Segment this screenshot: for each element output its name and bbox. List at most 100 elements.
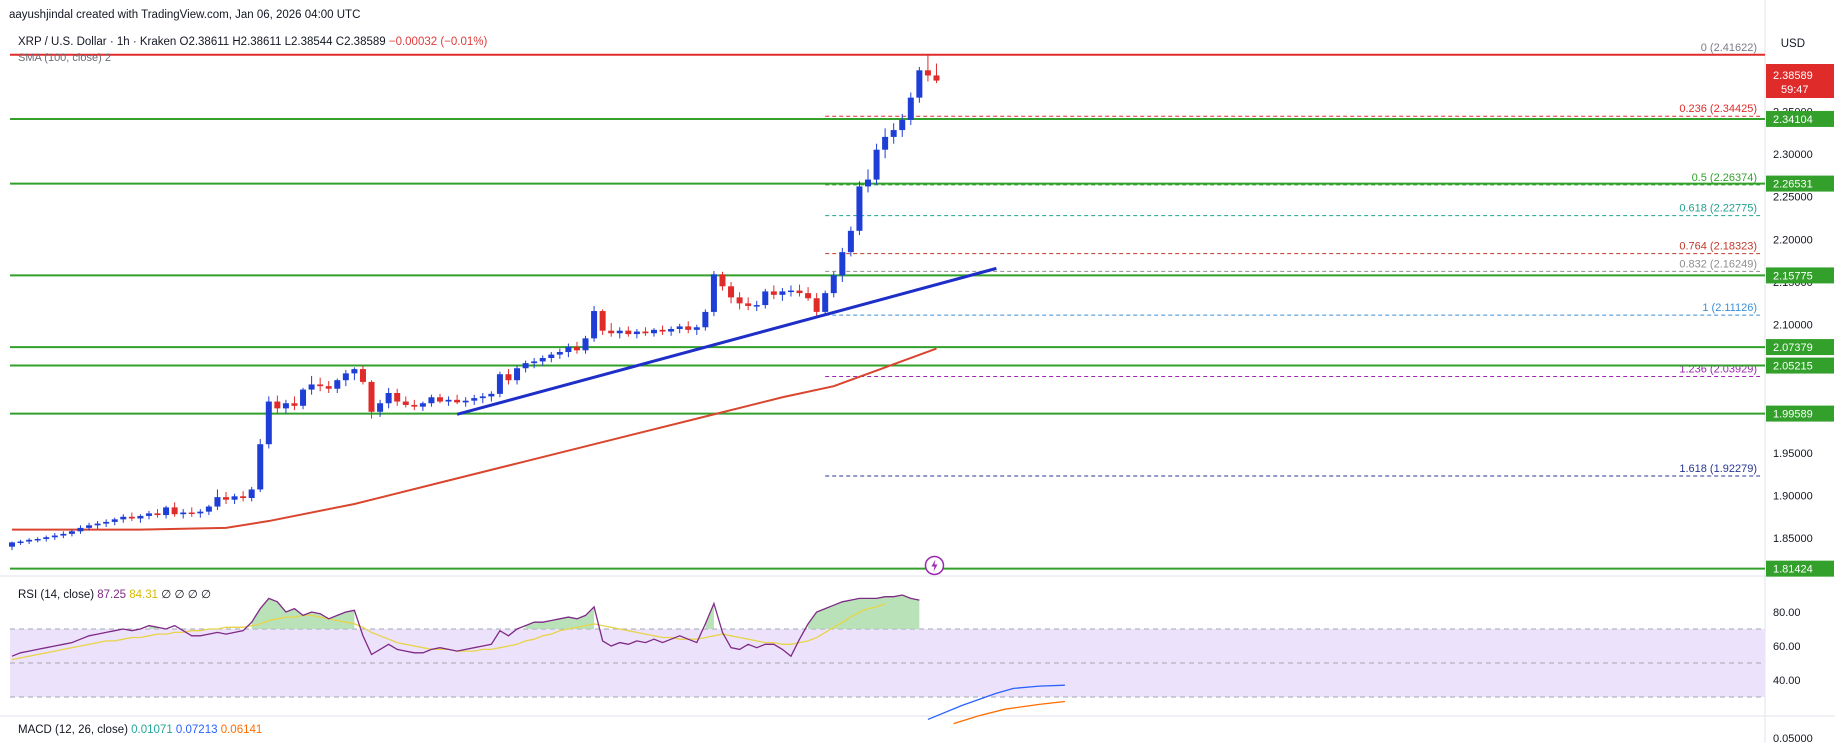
candle-body — [865, 179, 871, 187]
candle-body — [154, 513, 161, 516]
candle-body — [582, 338, 589, 351]
candle-body — [342, 373, 349, 381]
rsi-legend[interactable]: RSI (14, close) 87.25 84.31 ∅ ∅ ∅ ∅ — [18, 587, 211, 601]
candle-body — [394, 393, 401, 402]
ascending-trendline — [456, 266, 997, 416]
candle-body — [77, 527, 84, 532]
high-value: H2.38611 — [232, 36, 282, 48]
fib-level-label: 0.236 (2.34425) — [1679, 103, 1757, 115]
candle-body — [377, 403, 384, 412]
price-axis-label: 2.10000 — [1773, 320, 1813, 332]
current-price-value: 2.38589 — [1773, 70, 1813, 82]
level-price-label: 2.26531 — [1773, 179, 1813, 191]
sma-legend[interactable]: SMA (100, close) 2 — [18, 52, 111, 64]
candle-body — [445, 399, 452, 402]
candle-body — [702, 311, 709, 328]
sma-value: 2 — [104, 52, 111, 64]
level-price-tag — [1766, 405, 1834, 422]
candle-body — [728, 286, 735, 298]
candle-body — [685, 326, 692, 330]
candle-body — [933, 75, 940, 81]
candle-body — [385, 393, 392, 404]
candle-body — [291, 403, 298, 406]
candle-body — [479, 396, 486, 399]
macd-histogram-value: 0.01071 — [131, 724, 173, 736]
close-value: C2.38589 — [335, 36, 386, 48]
candle-body — [9, 542, 15, 547]
symbol-legend[interactable]: XRP / U.S. Dollar · 1h · Kraken O2.38611… — [18, 36, 487, 48]
candle-body — [565, 346, 572, 353]
level-price-tag — [1766, 110, 1834, 127]
candle-body — [505, 374, 512, 381]
candle-body — [556, 352, 563, 355]
low-value: L2.38544 — [284, 36, 333, 48]
candle-body — [522, 363, 529, 369]
change-value: −0.00032 (−0.01%) — [388, 36, 488, 48]
rsi-overbought-fill — [808, 595, 920, 629]
candle-body — [651, 329, 657, 334]
rsi-overbought-fill — [251, 598, 355, 629]
candle-body — [231, 496, 238, 500]
macd-label: MACD (12, 26, close) — [18, 724, 128, 736]
candle-body — [642, 331, 649, 334]
candle-body — [402, 401, 409, 405]
rsi-empty-1: ∅ — [161, 589, 172, 601]
candle-body — [890, 130, 897, 137]
fib-level-label: 1 (2.11126) — [1702, 302, 1757, 314]
candle-body — [539, 358, 546, 362]
level-price-label: 2.15775 — [1773, 270, 1813, 282]
candle-body — [822, 293, 829, 312]
level-price-tag — [1766, 357, 1834, 374]
candle-body — [163, 507, 170, 516]
candle-body — [899, 119, 906, 131]
macd-signal-value: 0.06141 — [220, 724, 263, 736]
price-axis-label: 2.30000 — [1773, 149, 1813, 161]
level-price-tag — [1766, 175, 1834, 192]
candle-body — [51, 535, 58, 538]
level-price-tag — [1766, 560, 1834, 577]
fib-level-label: 0.832 (2.16249) — [1679, 258, 1757, 270]
rsi-axis-label: 60.00 — [1773, 641, 1801, 653]
fib-level-label: 0 (2.41622) — [1701, 42, 1757, 54]
candle-body — [240, 496, 247, 498]
macd-legend[interactable]: MACD (12, 26, close) 0.01071 0.07213 0.0… — [18, 724, 262, 736]
candle-body — [120, 516, 127, 520]
candle-body — [847, 230, 854, 253]
candle-body — [591, 311, 598, 339]
candle-body — [359, 369, 366, 382]
fib-level-label: 1.618 (1.92279) — [1679, 463, 1757, 475]
candle-body — [86, 525, 93, 528]
candle-body — [334, 380, 341, 389]
rsi-value: 87.25 — [97, 589, 127, 601]
candle-body — [599, 311, 606, 331]
candle-body — [180, 512, 187, 515]
candle-body — [787, 290, 794, 293]
candle-body — [719, 274, 726, 287]
candle-body — [454, 399, 461, 403]
candle-body — [411, 404, 418, 407]
rsi-line — [11, 594, 920, 658]
candle-body — [873, 149, 880, 180]
candle-body — [60, 533, 67, 536]
candle-body — [94, 523, 101, 526]
candle-body — [813, 298, 820, 312]
candle-body — [736, 297, 743, 304]
macd-axis-label: 0.05000 — [1773, 733, 1813, 743]
candle-body — [514, 368, 521, 381]
rsi-empty-3: ∅ — [187, 589, 198, 601]
candle-body — [214, 497, 221, 507]
macd-signal-line — [953, 700, 1065, 725]
candle-body — [351, 369, 358, 374]
sma-label: SMA (100, close) — [18, 52, 102, 64]
candle-body — [300, 389, 307, 406]
level-price-label: 2.34104 — [1773, 114, 1813, 126]
candle-body — [197, 511, 204, 514]
candle-body — [248, 489, 255, 498]
candle-body — [34, 538, 41, 541]
candle-body — [205, 506, 212, 512]
candle-body — [779, 291, 786, 295]
candle-body — [43, 537, 50, 539]
rsi-overbought-fill — [525, 606, 595, 629]
currency-label[interactable]: USD — [1780, 38, 1805, 50]
